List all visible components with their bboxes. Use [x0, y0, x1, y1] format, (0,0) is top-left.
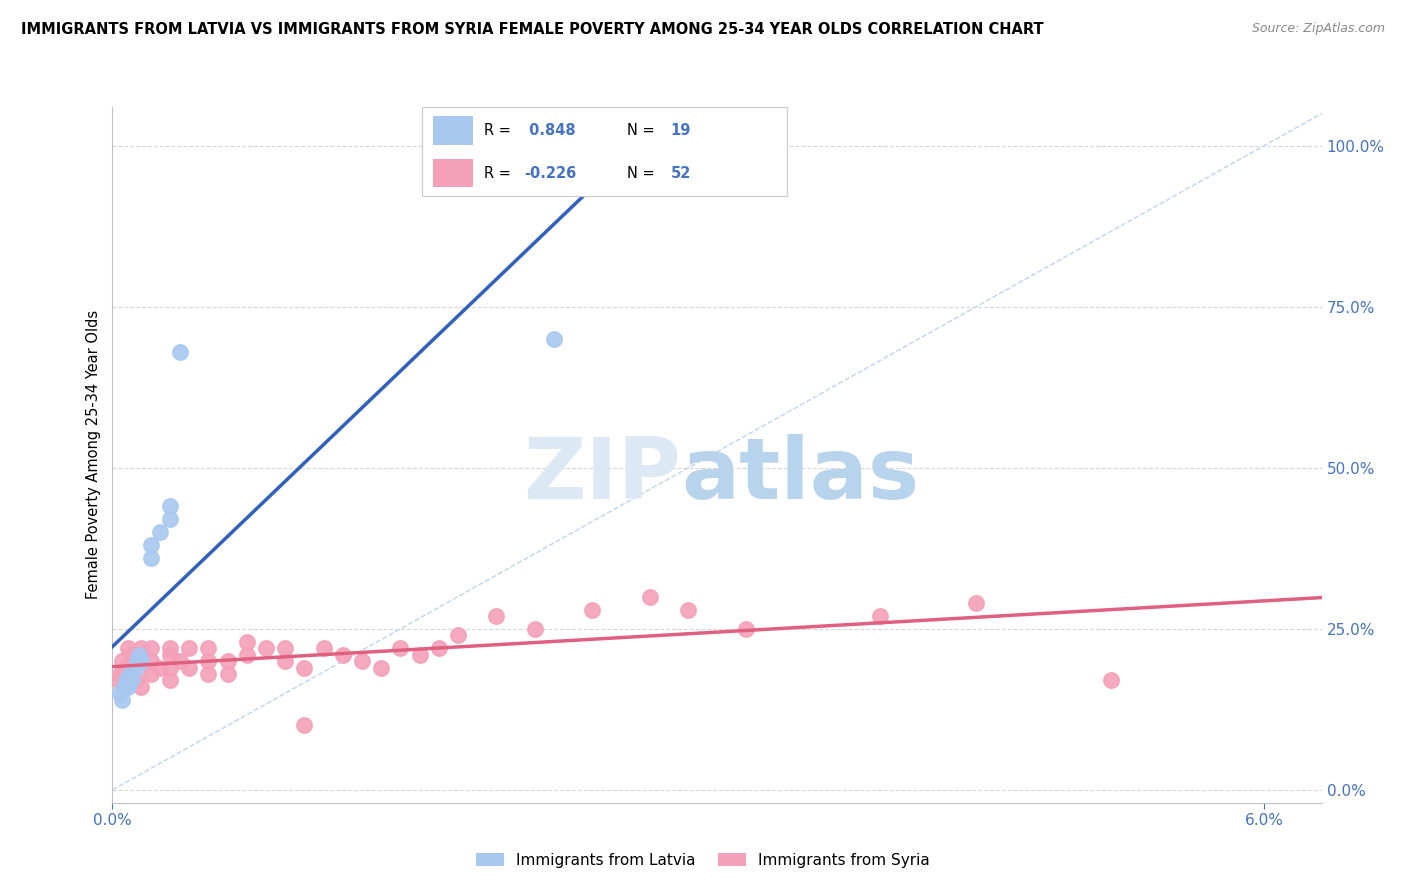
Point	[197, 654, 219, 668]
Point	[294, 660, 316, 674]
Point	[678, 602, 700, 616]
Point	[127, 654, 149, 668]
Point	[124, 660, 146, 674]
Point	[129, 654, 152, 668]
Point	[121, 673, 143, 688]
Point	[108, 667, 131, 681]
Text: IMMIGRANTS FROM LATVIA VS IMMIGRANTS FROM SYRIA FEMALE POVERTY AMONG 25-34 YEAR : IMMIGRANTS FROM LATVIA VS IMMIGRANTS FRO…	[21, 22, 1043, 37]
Point	[274, 654, 297, 668]
Point	[127, 654, 149, 668]
Point	[111, 692, 134, 706]
Text: 19: 19	[671, 123, 690, 137]
Point	[159, 512, 181, 526]
Point	[108, 686, 131, 700]
Point	[117, 680, 139, 694]
Point	[139, 667, 162, 681]
Point	[139, 538, 162, 552]
Point	[370, 660, 392, 674]
Point	[523, 622, 546, 636]
Point	[129, 641, 152, 656]
Point	[128, 648, 150, 662]
Legend: Immigrants from Latvia, Immigrants from Syria: Immigrants from Latvia, Immigrants from …	[468, 845, 938, 875]
Point	[197, 641, 219, 656]
Point	[149, 660, 172, 674]
Text: R =: R =	[484, 166, 516, 180]
Point	[124, 673, 146, 688]
Point	[1099, 673, 1122, 688]
Y-axis label: Female Poverty Among 25-34 Year Olds: Female Poverty Among 25-34 Year Olds	[86, 310, 101, 599]
Point	[408, 648, 430, 662]
Point	[274, 641, 297, 656]
Point	[115, 660, 138, 674]
Point	[159, 648, 181, 662]
Point	[543, 332, 565, 346]
Text: R =: R =	[484, 123, 516, 137]
Point	[217, 667, 239, 681]
Text: 52: 52	[671, 166, 690, 180]
Point	[389, 641, 412, 656]
Text: N =: N =	[627, 123, 659, 137]
Point	[139, 654, 162, 668]
Point	[523, 170, 546, 185]
Point	[217, 654, 239, 668]
Point	[965, 596, 987, 610]
Point	[869, 609, 891, 624]
Point	[169, 654, 191, 668]
Point	[169, 344, 191, 359]
Point	[118, 667, 141, 681]
FancyBboxPatch shape	[433, 116, 472, 145]
Point	[159, 500, 181, 514]
Point	[427, 641, 450, 656]
Point	[294, 718, 316, 732]
Point	[350, 654, 373, 668]
Text: 0.848: 0.848	[524, 123, 576, 137]
Point	[159, 673, 181, 688]
Text: -0.226: -0.226	[524, 166, 576, 180]
Point	[485, 609, 508, 624]
Point	[112, 680, 135, 694]
Text: Source: ZipAtlas.com: Source: ZipAtlas.com	[1251, 22, 1385, 36]
Point	[447, 628, 470, 642]
Point	[581, 602, 603, 616]
Point	[254, 641, 277, 656]
Point	[139, 551, 162, 566]
Text: N =: N =	[627, 166, 659, 180]
Point	[638, 590, 661, 604]
Point	[179, 641, 201, 656]
Point	[159, 641, 181, 656]
Point	[332, 648, 354, 662]
Point	[111, 654, 134, 668]
Point	[121, 648, 143, 662]
Point	[139, 641, 162, 656]
Text: atlas: atlas	[681, 434, 920, 517]
Point	[129, 680, 152, 694]
Point	[117, 641, 139, 656]
Point	[312, 641, 335, 656]
Point	[159, 660, 181, 674]
Point	[236, 634, 259, 648]
Point	[112, 680, 135, 694]
Point	[197, 667, 219, 681]
Point	[115, 673, 138, 688]
Point	[149, 525, 172, 540]
Point	[121, 667, 143, 681]
Point	[179, 660, 201, 674]
Point	[236, 648, 259, 662]
Point	[107, 673, 129, 688]
Point	[734, 622, 756, 636]
Text: ZIP: ZIP	[523, 434, 681, 517]
FancyBboxPatch shape	[433, 159, 472, 187]
